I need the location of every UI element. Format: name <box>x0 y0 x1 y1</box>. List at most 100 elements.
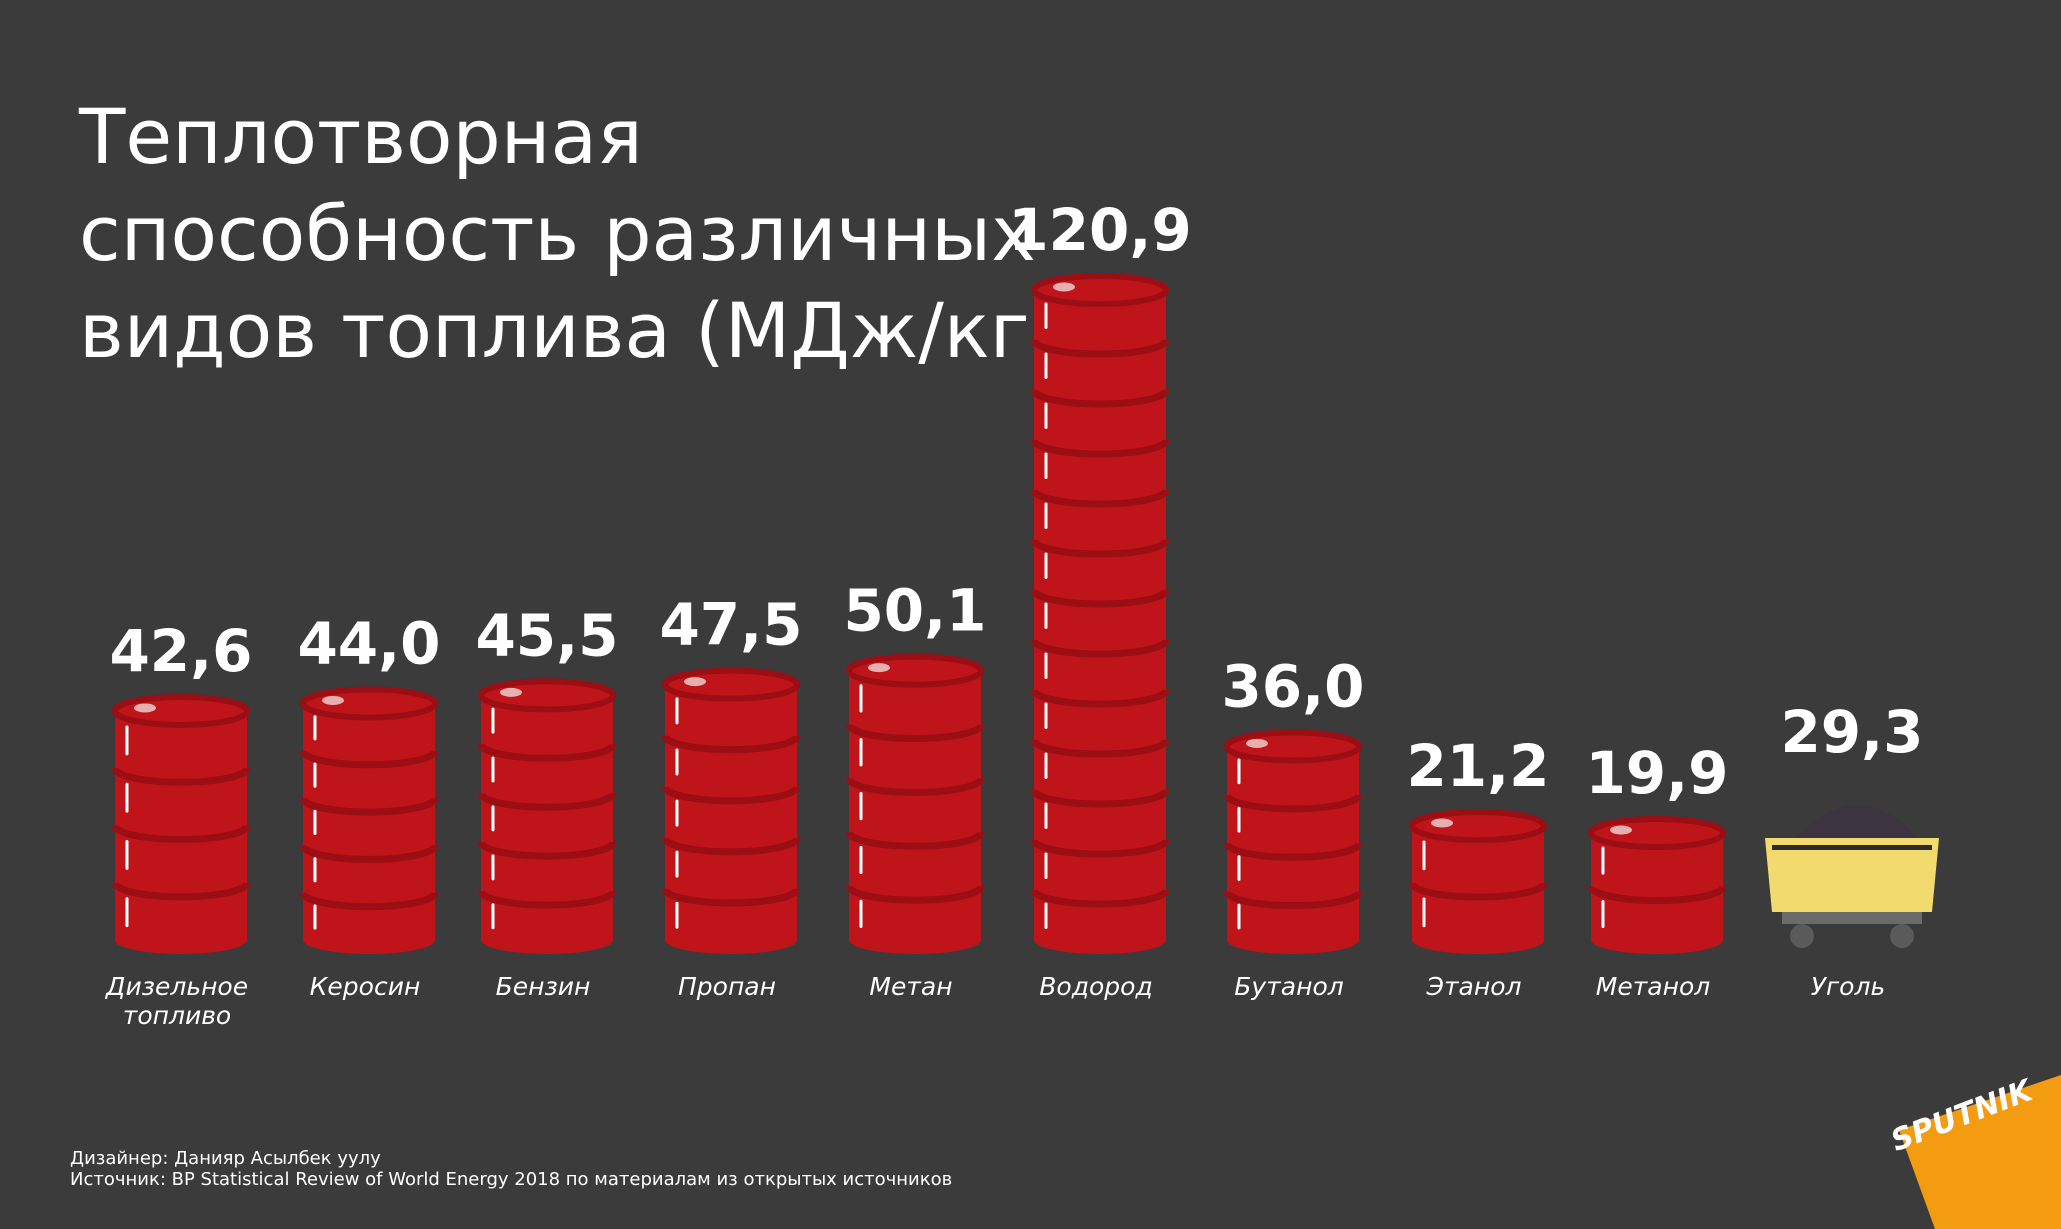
title-line: видов топлива (МДж/кг) <box>79 286 1060 375</box>
barrel-ring <box>661 734 801 754</box>
barrel-ring <box>1030 639 1170 658</box>
category-label-line: Керосин <box>310 972 421 1001</box>
source-credit: Источник: BP Statistical Review of World… <box>70 1169 953 1190</box>
barrel-ring <box>845 831 985 850</box>
barrel-cap <box>1246 738 1268 748</box>
title-line: способность различных <box>79 189 1037 278</box>
bar-barrel <box>661 667 801 954</box>
barrel-cap <box>868 663 890 673</box>
barrel-ring <box>845 777 985 796</box>
barrel-ring <box>1223 890 1363 910</box>
barrel-ring <box>477 890 617 909</box>
barrel-ring <box>1030 589 1170 608</box>
barrel-cap <box>684 677 706 687</box>
barrel-ring <box>1030 789 1170 808</box>
barrel-lid <box>1588 816 1726 851</box>
barrel-ring <box>1223 794 1363 813</box>
barrel-cap <box>134 703 156 713</box>
data-label: 36,0 <box>1221 652 1364 720</box>
barrel-lid <box>662 667 800 702</box>
barrel-ring <box>299 749 439 769</box>
barrel-ring <box>1030 339 1170 358</box>
barrel-cap <box>1610 825 1632 835</box>
bar-barrel <box>299 686 439 954</box>
barrel-body <box>1412 826 1544 954</box>
data-label: 120,9 <box>1008 196 1191 264</box>
coal-heap <box>1787 804 1922 845</box>
barrel-body <box>1034 290 1166 954</box>
barrel-lid <box>1031 273 1169 307</box>
barrel-ring <box>1030 389 1170 408</box>
cart-wheel <box>1790 924 1814 948</box>
barrel-ring <box>1030 439 1170 458</box>
designer-credit: Дизайнер: Данияр Асылбек уулу <box>70 1148 381 1169</box>
barrel-cap <box>1431 818 1453 828</box>
data-label: 19,9 <box>1585 739 1728 807</box>
barrel-ring <box>477 841 617 860</box>
category-label: Этанол <box>1426 972 1522 1001</box>
cart-rim-line <box>1772 845 1932 850</box>
footer-credits: Дизайнер: Данияр Асылбек уулу Источник: … <box>70 1148 952 1190</box>
barrel-ring <box>111 767 251 786</box>
barrel-ring <box>477 792 617 811</box>
category-label-line: топливо <box>123 1001 231 1030</box>
bar-barrel <box>1408 809 1548 954</box>
bar-barrel <box>845 653 985 954</box>
bar-barrel <box>111 693 251 954</box>
barrel-lid <box>300 686 438 721</box>
barrel-cap <box>322 695 344 705</box>
data-label: 42,6 <box>109 617 252 685</box>
barrel-ring <box>1408 882 1548 901</box>
category-label-line: Метанол <box>1596 972 1710 1001</box>
category-label-line: Бутанол <box>1234 972 1343 1001</box>
barrel-ring <box>661 785 801 805</box>
bar-barrel <box>1030 273 1170 954</box>
barrel-ring <box>1587 885 1727 904</box>
category-label-line: Водород <box>1039 972 1152 1001</box>
data-label: 45,5 <box>475 601 618 669</box>
barrel-ring <box>299 844 439 863</box>
barrel-body <box>481 695 613 954</box>
category-label-line: Метан <box>869 972 952 1001</box>
barrel-ring <box>1223 842 1363 861</box>
barrel-ring <box>845 885 985 904</box>
category-label-line: Бензин <box>496 972 591 1001</box>
barrel-ring <box>111 881 251 901</box>
barrel-lid <box>478 678 616 713</box>
title-line: Теплотворная <box>79 92 643 181</box>
category-label: Уголь <box>1811 972 1885 1001</box>
barrel-ring <box>111 824 251 843</box>
category-label: Бензин <box>496 972 591 1001</box>
barrel-cap <box>1053 282 1075 292</box>
data-label: 50,1 <box>843 577 986 645</box>
bar-barrel <box>1223 729 1363 954</box>
category-label: Метан <box>869 972 952 1001</box>
category-label-line: Дизельное <box>105 972 248 1001</box>
barrel-cap <box>500 687 522 697</box>
barrel-ring <box>299 891 439 911</box>
category-label: Бутанол <box>1234 972 1343 1001</box>
category-label: Водород <box>1039 972 1152 1001</box>
barrel-ring <box>661 888 801 907</box>
barrel-lid <box>112 693 250 728</box>
category-label-line: Этанол <box>1426 972 1522 1001</box>
category-label: Метанол <box>1596 972 1710 1001</box>
category-label: Керосин <box>310 972 421 1001</box>
barrel-lid <box>1409 809 1547 844</box>
barrel-lid <box>1224 729 1362 764</box>
bar-barrel <box>1587 816 1727 954</box>
data-label: 47,5 <box>659 591 802 659</box>
barrel-ring <box>845 723 985 742</box>
bar-barrel <box>477 678 617 954</box>
barrel-ring <box>1030 539 1170 558</box>
data-label: 29,3 <box>1780 698 1923 766</box>
barrel-lid <box>846 653 984 688</box>
barrel-body <box>303 703 435 954</box>
barrel-ring <box>477 743 617 762</box>
category-label: Дизельное топливо <box>105 972 248 1030</box>
barrel-ring <box>661 837 801 856</box>
barrel-body <box>849 670 981 954</box>
barrel-ring <box>1030 839 1170 858</box>
cart-body <box>1765 838 1939 912</box>
